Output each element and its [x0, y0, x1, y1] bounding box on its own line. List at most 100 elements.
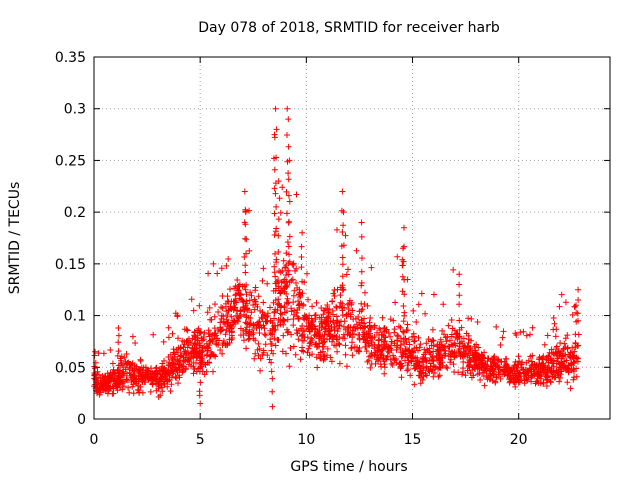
data-point: [437, 357, 444, 364]
grid-lines: [94, 57, 610, 419]
data-point: [570, 376, 577, 383]
data-point: [200, 334, 207, 340]
data-point: [399, 273, 406, 280]
data-point: [197, 342, 204, 349]
data-point: [320, 357, 327, 364]
data-point: [528, 378, 535, 385]
data-point: [299, 229, 306, 236]
data-point: [401, 335, 407, 342]
data-point: [341, 335, 348, 342]
data-point: [421, 351, 427, 358]
data-point: [329, 338, 335, 345]
data-point: [468, 337, 474, 344]
data-point: [550, 357, 557, 364]
data-point: [242, 306, 249, 312]
data-point: [202, 345, 209, 352]
data-point: [464, 367, 471, 374]
data-point: [242, 209, 249, 216]
data-point: [329, 298, 336, 305]
data-point: [352, 315, 359, 322]
data-point: [289, 276, 296, 283]
data-point: [313, 354, 320, 361]
data-point: [219, 293, 226, 299]
data-point: [251, 355, 258, 362]
data-point: [391, 329, 398, 336]
data-point: [286, 363, 293, 370]
data-point: [249, 331, 256, 338]
data-point: [190, 370, 197, 377]
data-point: [540, 379, 547, 386]
data-point: [273, 126, 280, 133]
data-point: [431, 370, 438, 376]
data-point: [272, 250, 278, 257]
data-point: [515, 377, 522, 384]
data-point: [475, 344, 482, 351]
data-point: [288, 308, 295, 315]
data-point: [271, 232, 278, 238]
data-point: [217, 347, 224, 353]
data-point: [333, 303, 340, 310]
data-point: [159, 388, 166, 395]
data-point: [419, 369, 425, 376]
data-point: [430, 357, 437, 364]
data-point: [287, 345, 294, 351]
data-point: [222, 331, 229, 338]
data-point: [417, 380, 424, 387]
data-point: [286, 258, 293, 265]
data-point: [142, 367, 149, 374]
data-point: [441, 331, 447, 338]
data-point: [402, 357, 408, 364]
data-point: [376, 325, 383, 332]
data-point: [158, 374, 165, 381]
data-point: [224, 312, 231, 318]
data-point: [154, 375, 161, 382]
data-point: [241, 337, 247, 344]
data-point: [136, 370, 143, 377]
data-point: [501, 358, 508, 365]
data-point: [237, 325, 244, 332]
data-point: [242, 235, 249, 242]
data-point: [558, 291, 565, 298]
data-point: [429, 337, 436, 344]
y-tick-label: 0.25: [55, 153, 86, 169]
data-point: [477, 356, 484, 363]
data-point: [268, 368, 275, 375]
data-point: [529, 324, 536, 331]
data-point: [129, 333, 136, 340]
data-point: [277, 209, 284, 216]
data-point: [358, 268, 365, 275]
data-point: [464, 359, 471, 366]
data-point: [306, 328, 313, 335]
data-point: [459, 371, 465, 378]
data-point: [212, 301, 218, 308]
data-point: [244, 300, 250, 307]
data-point: [248, 292, 255, 299]
data-point: [293, 330, 300, 337]
data-point: [162, 373, 169, 380]
data-point: [304, 270, 310, 277]
data-point: [437, 336, 444, 343]
data-point: [398, 374, 405, 381]
data-point: [276, 268, 283, 274]
data-point: [286, 233, 293, 240]
data-point: [321, 338, 328, 345]
data-point: [216, 337, 222, 344]
data-point: [115, 332, 122, 339]
data-point: [380, 341, 387, 348]
data-point: [263, 318, 270, 325]
data-point: [284, 105, 291, 112]
data-point: [399, 262, 406, 269]
data-point: [130, 381, 137, 388]
data-point: [349, 307, 356, 314]
data-point: [306, 312, 313, 319]
data-point: [433, 352, 440, 359]
data-point: [318, 305, 325, 311]
data-point: [404, 321, 411, 328]
data-point: [196, 388, 203, 395]
data-point: [547, 379, 554, 386]
data-point: [575, 286, 582, 293]
data-point: [245, 329, 252, 336]
data-point: [405, 354, 412, 361]
data-point: [270, 326, 276, 333]
data-point: [319, 320, 326, 327]
